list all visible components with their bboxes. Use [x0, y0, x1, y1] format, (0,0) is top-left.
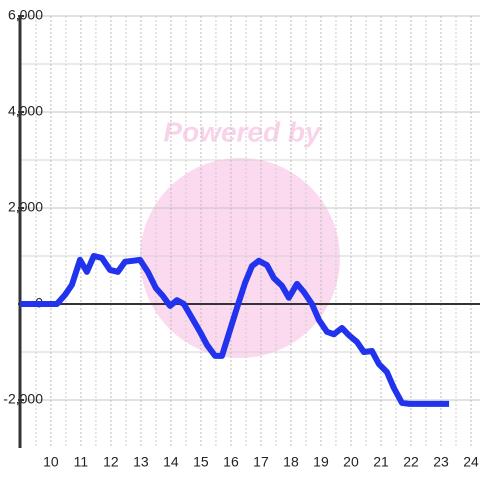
data-line — [20, 253, 450, 407]
x-tick-label: 13 — [133, 454, 149, 470]
x-tick-label: 11 — [74, 454, 89, 470]
x-tick-label: 18 — [283, 454, 299, 470]
x-tick-label: 15 — [193, 454, 209, 470]
x-tick-label: 21 — [373, 454, 389, 470]
x-tick-label: 19 — [313, 454, 329, 470]
x-tick-label: 12 — [103, 454, 119, 470]
watermark-logo — [140, 158, 340, 358]
y-tick-label: 4,000 — [8, 103, 43, 119]
watermark: Powered by — [163, 116, 322, 147]
x-tick-label: 16 — [223, 454, 239, 470]
x-tick-label: 24 — [463, 454, 479, 470]
x-tick-label: 14 — [163, 454, 179, 470]
x-tick-label: 20 — [343, 454, 359, 470]
x-tick-label: 22 — [403, 454, 419, 470]
y-tick-label: 2,000 — [8, 199, 43, 215]
y-tick-label: 6,000 — [8, 7, 43, 23]
x-tick-label: 23 — [433, 454, 449, 470]
x-tick-label: 10 — [43, 454, 59, 470]
y-tick-label: -2,000 — [3, 391, 43, 407]
x-tick-label: 17 — [253, 454, 269, 470]
